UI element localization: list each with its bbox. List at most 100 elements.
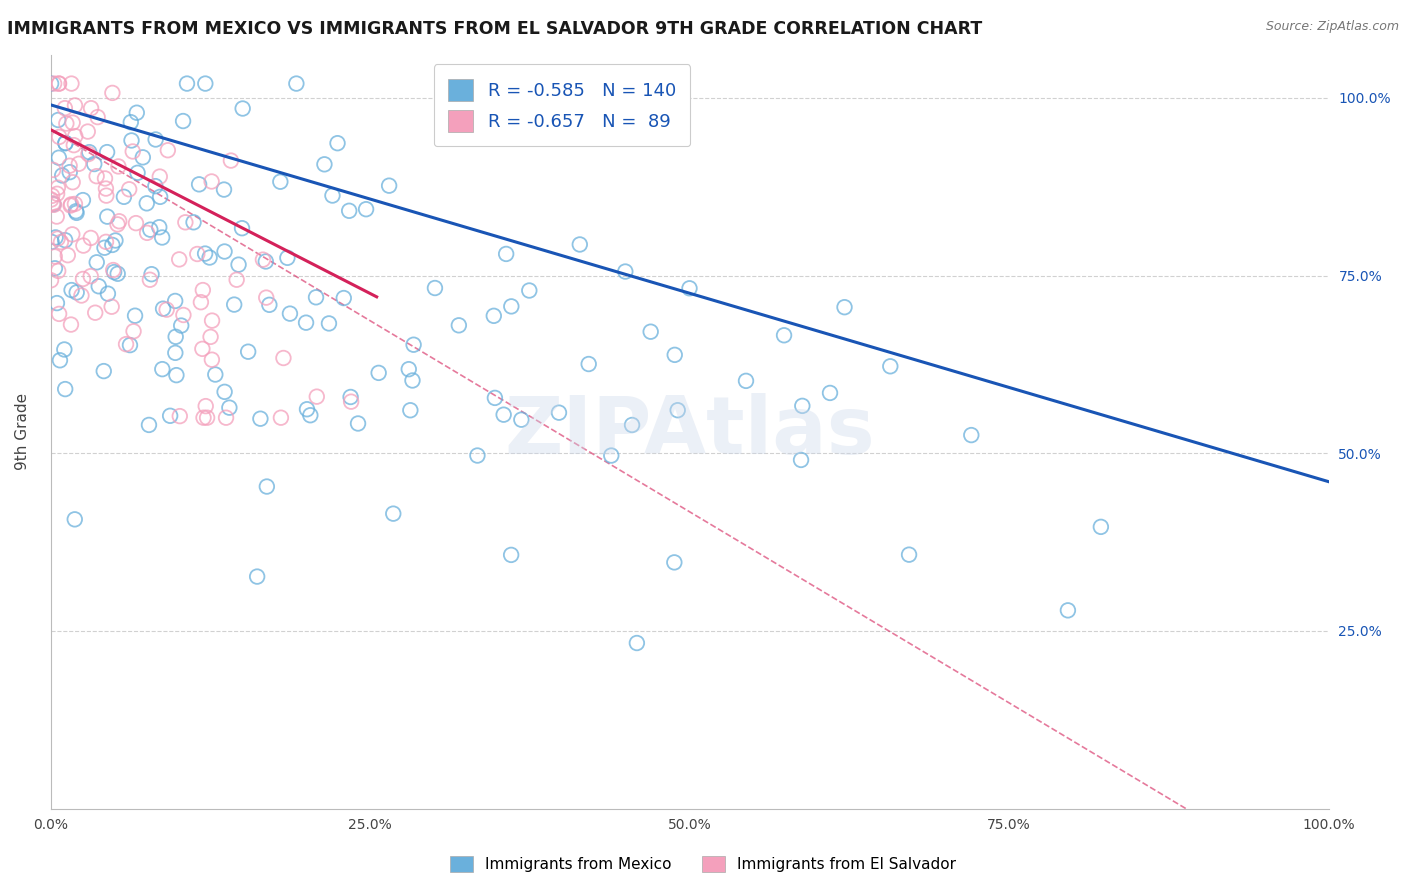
Point [60,227,83,242]
Point [76,124,98,138]
Point [60,77,83,91]
Point [125,216,148,230]
Point [228,258,250,272]
Point [56,248,79,262]
Point [141,267,163,281]
Point [367,366,389,380]
Point [51,169,73,183]
Point [125,105,148,120]
Point [818,386,841,401]
Point [39,77,62,91]
Point [46,180,69,194]
Point [299,409,322,423]
Y-axis label: 9th Grade: 9th Grade [15,393,30,470]
Point [62,138,84,153]
Point [172,308,194,322]
Point [42,162,65,177]
Point [121,145,143,159]
Point [382,507,405,521]
Point [72,272,94,286]
Point [94,171,117,186]
Point [219,153,242,168]
Point [48,307,70,321]
Point [39,273,62,287]
Point [960,428,983,442]
Point [124,309,146,323]
Point [55,136,77,150]
Point [378,178,401,193]
Point [399,403,422,417]
Point [259,298,281,312]
Point [191,342,214,356]
Point [103,263,125,277]
Point [148,220,170,235]
Point [48,77,70,91]
Text: IMMIGRANTS FROM MEXICO VS IMMIGRANTS FROM EL SALVADOR 9TH GRADE CORRELATION CHAR: IMMIGRANTS FROM MEXICO VS IMMIGRANTS FRO… [7,20,983,37]
Point [53,101,76,115]
Point [484,391,506,405]
Point [149,190,172,204]
Point [898,548,921,562]
Point [401,374,423,388]
Point [150,362,173,376]
Point [167,252,190,267]
Point [96,188,118,202]
Point [231,221,253,235]
Point [790,453,813,467]
Point [314,157,336,171]
Point [183,215,205,229]
Point [194,77,217,91]
Point [48,77,70,91]
Point [139,273,162,287]
Point [96,210,118,224]
Point [447,318,470,333]
Point [39,193,62,207]
Point [278,307,301,321]
Point [165,368,187,383]
Point [41,235,63,249]
Point [108,214,131,228]
Point [201,313,224,327]
Point [212,183,235,197]
Point [135,196,157,211]
Point [190,295,212,310]
Point [49,235,72,249]
Point [59,318,82,332]
Point [80,101,103,115]
Point [269,175,291,189]
Point [120,115,142,129]
Point [65,129,87,144]
Point [1090,520,1112,534]
Point [67,157,90,171]
Point [143,179,166,194]
Point [107,267,129,281]
Point [45,296,67,310]
Point [83,157,105,171]
Point [107,218,129,232]
Point [340,394,363,409]
Point [305,290,328,304]
Point [664,348,686,362]
Point [86,169,108,184]
Point [86,110,108,124]
Point [42,196,65,211]
Point [59,198,82,212]
Point [326,136,349,151]
Point [59,159,82,173]
Point [87,279,110,293]
Point [201,352,224,367]
Point [337,203,360,218]
Point [93,241,115,255]
Point [482,309,505,323]
Point [46,113,69,128]
Point [186,247,208,261]
Point [44,250,66,264]
Point [333,291,356,305]
Point [467,449,489,463]
Point [80,269,103,284]
Point [517,284,540,298]
Point [165,346,187,360]
Point [118,182,141,196]
Point [45,210,67,224]
Point [354,202,377,217]
